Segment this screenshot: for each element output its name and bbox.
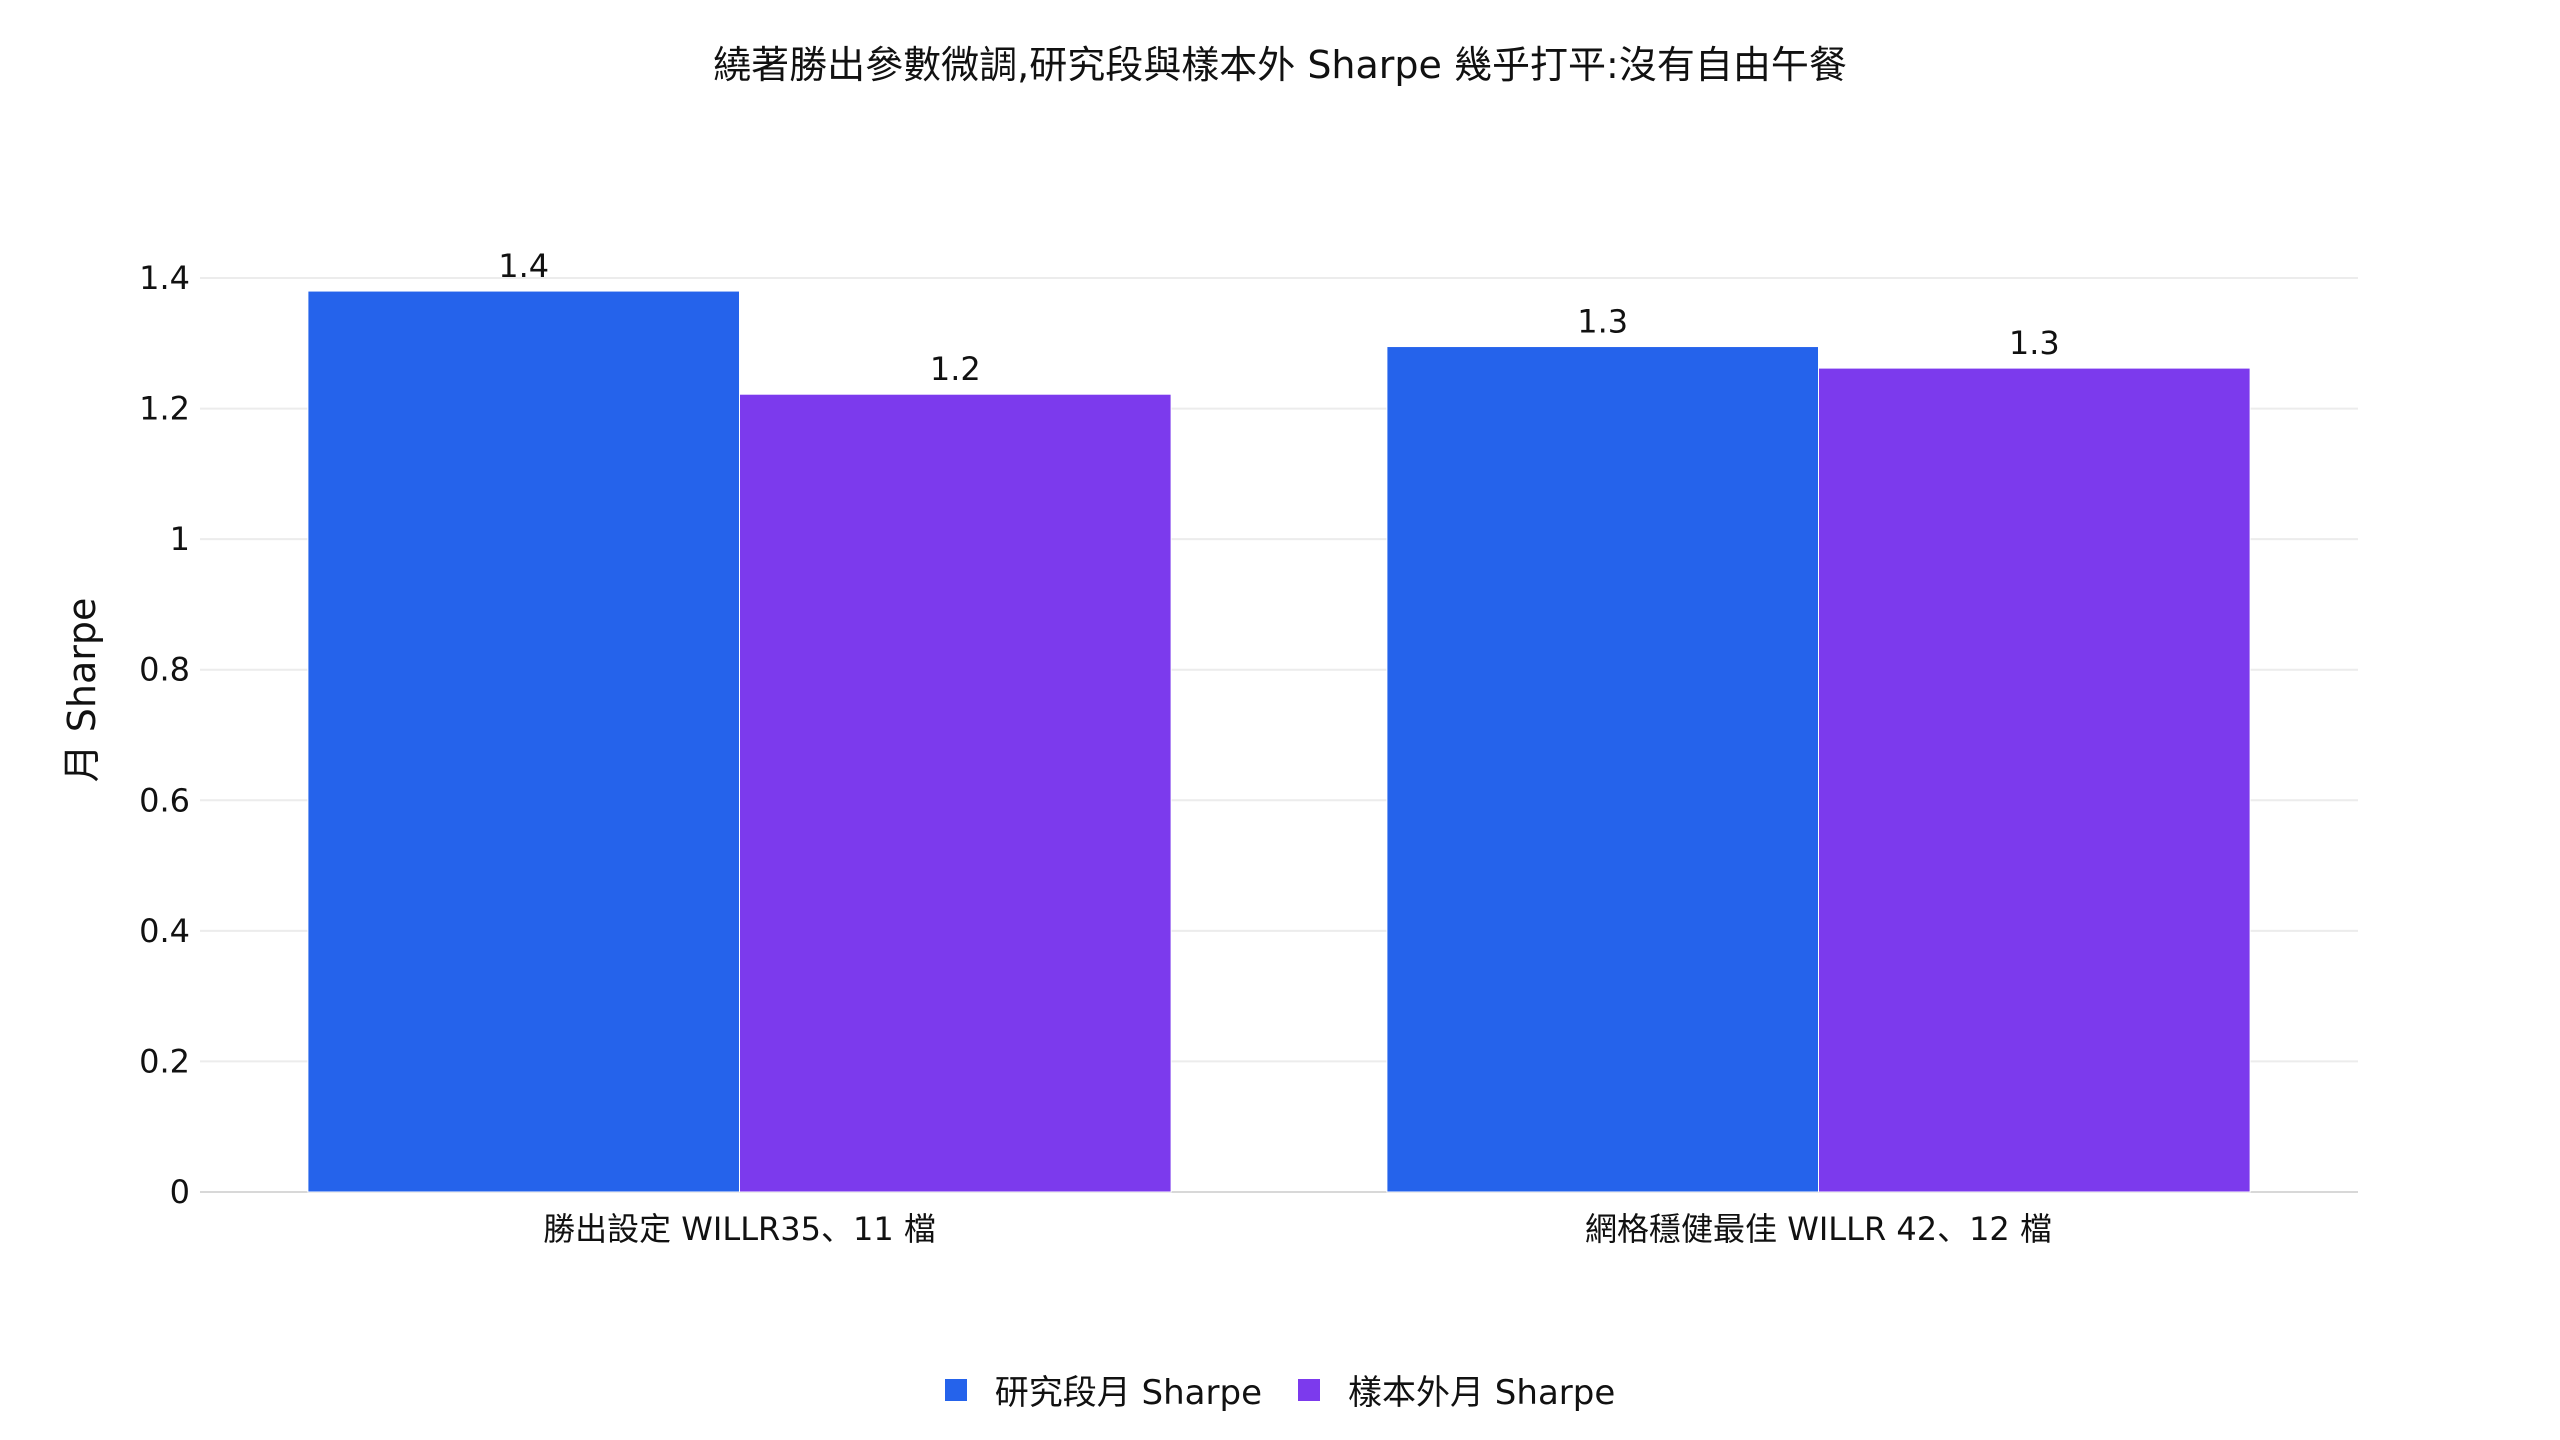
legend-label: 研究段月 Sharpe [994,1373,1262,1413]
y-tick-label: 1.4 [139,259,190,297]
y-tick-label: 0.6 [139,781,190,819]
bar-value-label: 1.3 [1577,303,1628,341]
y-tick-label: 0 [170,1173,190,1211]
y-tick-label: 0.4 [139,912,190,950]
chart-title: 繞著勝出參數微調,研究段與樣本外 Sharpe 幾乎打平:沒有自由午餐 [713,43,1847,87]
bar[interactable] [1818,367,2251,1193]
x-tick-label: 網格穩健最佳 WILLR 42、12 檔 [1585,1210,2052,1248]
legend: 研究段月 Sharpe 樣本外月 Sharpe [0,1365,2560,1414]
bar-value-label: 1.3 [2009,324,2060,362]
bars [307,290,2251,1193]
x-tick-label: 勝出設定 WILLR35、11 檔 [543,1210,936,1248]
x-tick-labels: 勝出設定 WILLR35、11 檔 網格穩健最佳 WILLR 42、12 檔 [543,1210,2052,1248]
legend-swatch [1298,1378,1320,1401]
y-axis-title: 月 Sharpe [60,598,104,783]
y-tick-label: 1 [170,520,190,558]
bar-value-label: 1.4 [498,247,549,285]
bar[interactable] [307,290,740,1193]
bar[interactable] [1386,346,1820,1193]
y-tick-label: 1.2 [139,390,190,428]
bar[interactable] [739,393,1172,1193]
y-tick-label: 0.8 [139,651,190,689]
legend-item[interactable]: 研究段月 Sharpe [944,1365,1262,1414]
y-tick-label: 0.2 [139,1042,190,1080]
bar-value-label: 1.2 [930,350,981,388]
legend-swatch [944,1378,967,1401]
y-tick-labels: 0 0.2 0.4 0.6 0.8 1 1.2 1.4 [139,259,190,1211]
legend-item[interactable]: 樣本外月 Sharpe [1298,1365,1615,1414]
legend-label: 樣本外月 Sharpe [1348,1373,1616,1413]
data-labels: 1.4 1.2 1.3 1.3 [498,247,2059,388]
